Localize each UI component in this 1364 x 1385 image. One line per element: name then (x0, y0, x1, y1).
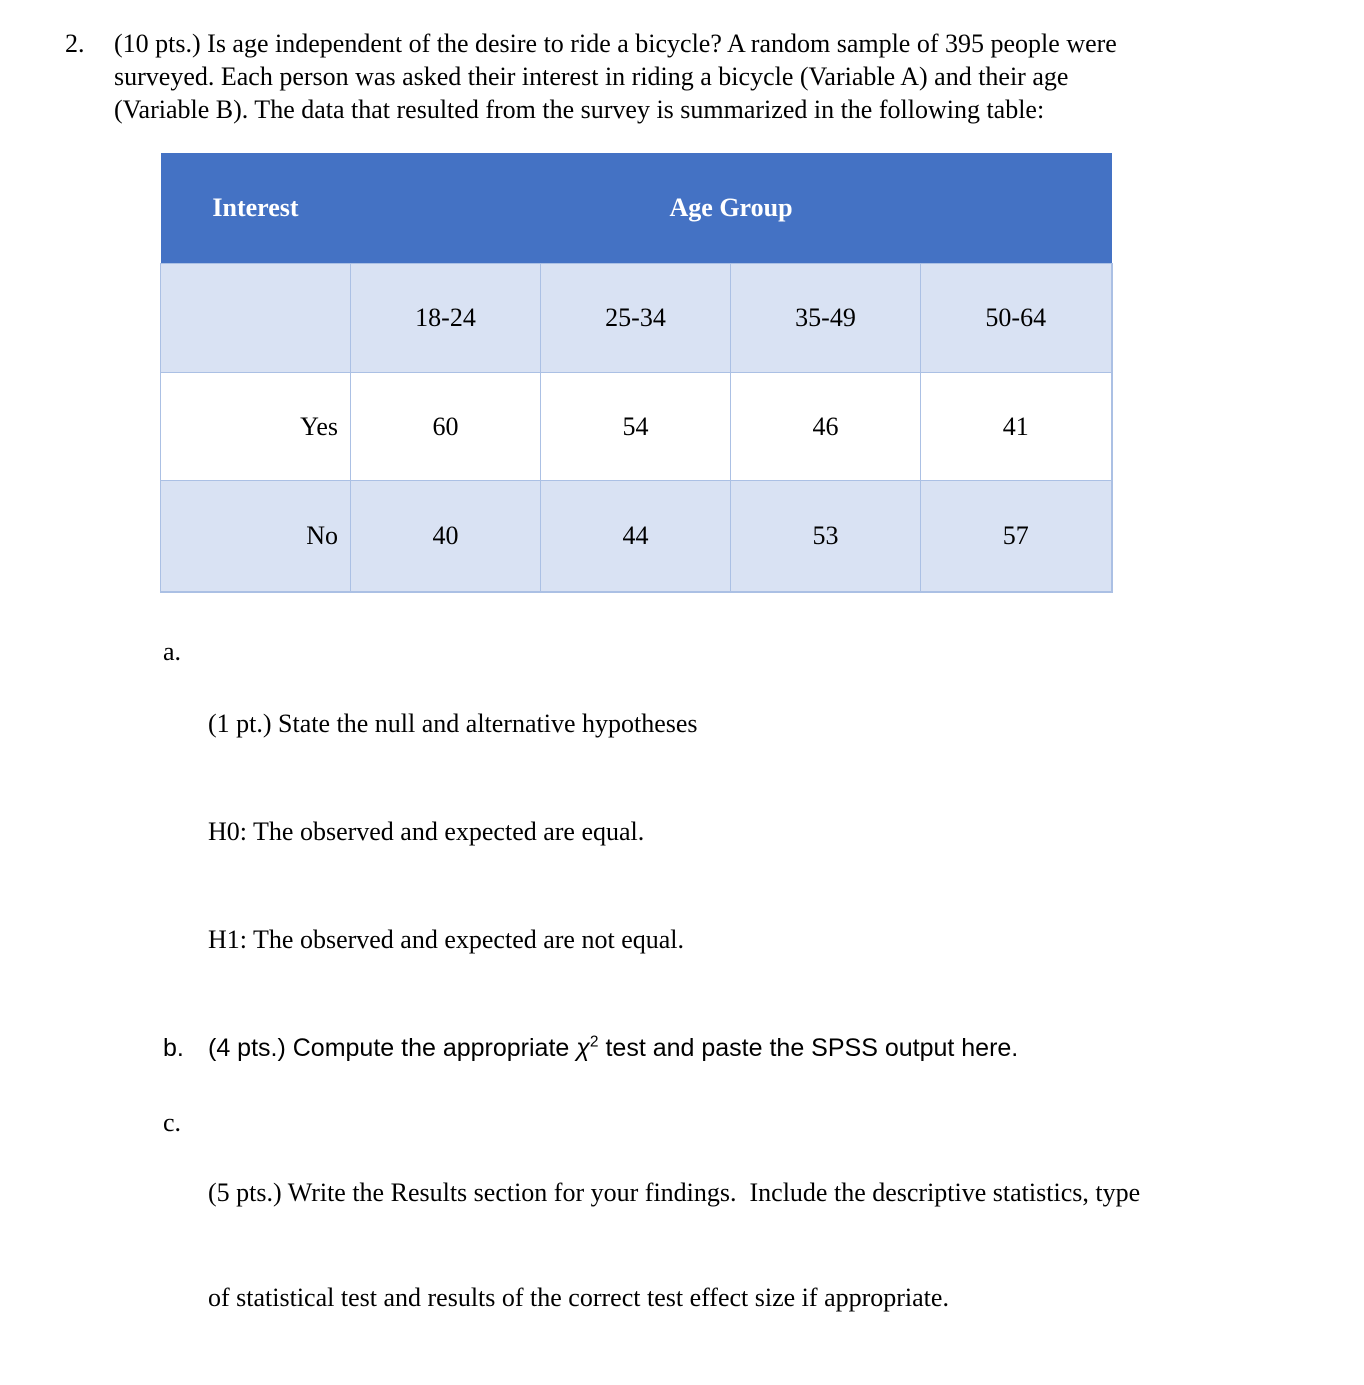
sub-question-b-text-after-chi: test and paste the SPSS output here. (598, 1034, 1019, 1062)
table-header-row: Interest Age Group (160, 153, 1112, 264)
sub-question-c-letter: c. (163, 1108, 182, 1137)
cell-no-18-24: 40 (350, 480, 541, 593)
cell-yes-35-49: 46 (730, 372, 921, 481)
question-line-1: (10 pts.) Is age independent of the desi… (114, 29, 1117, 58)
document-page: 2. (10 pts.) Is age independent of the d… (0, 27, 1364, 1385)
sub-question-c-content: (5 pts.) Write the Results section for y… (208, 1105, 1140, 1385)
sub-question-c: c. (5 pts.) Write the Results section fo… (163, 1105, 1364, 1385)
row-label-yes: Yes (160, 372, 351, 481)
sub-question-c-line-1: (5 pts.) Write the Results section for y… (208, 1178, 1141, 1207)
sub-question-a-prompt: (1 pt.) State the null and alternative h… (208, 709, 698, 738)
age-columns-row: 18-24 25-34 35-49 50-64 (160, 263, 1113, 373)
row-label-no: No (160, 480, 351, 593)
chi-exponent: 2 (589, 1033, 599, 1051)
age-column-50-64: 50-64 (919, 263, 1113, 373)
table-row-no: No 40 44 53 57 (160, 480, 1113, 593)
null-hypothesis-line: H0: The observed and expected are equal. (208, 817, 645, 846)
sub-question-b-letter: b. (163, 1034, 184, 1062)
cell-yes-50-64: 41 (919, 372, 1113, 481)
cell-yes-25-34: 54 (540, 372, 731, 481)
age-column-35-49: 35-49 (730, 263, 921, 373)
contingency-table: Interest Age Group 18-24 25-34 35-49 50-… (160, 153, 1113, 593)
question-2: 2. (10 pts.) Is age independent of the d… (65, 27, 1364, 126)
sub-question-b: b. (4 pts.) Compute the appropriate χ2 t… (163, 1030, 1364, 1066)
age-column-25-34: 25-34 (540, 263, 731, 373)
question-line-3: (Variable B). The data that resulted fro… (114, 95, 1045, 124)
cell-no-50-64: 57 (919, 480, 1113, 593)
header-cell-age-group: Age Group (350, 153, 1112, 264)
header-cell-interest: Interest (160, 153, 351, 264)
cell-no-25-34: 44 (540, 480, 731, 593)
alternative-hypothesis-line: H1: The observed and expected are not eq… (208, 925, 684, 954)
question-line-2: surveyed. Each person was asked their in… (114, 62, 1069, 91)
sub-questions: a. (1 pt.) State the null and alternativ… (163, 634, 1364, 1385)
question-number: 2. (65, 29, 85, 58)
sub-question-a: a. (1 pt.) State the null and alternativ… (163, 634, 1364, 1030)
table-row-yes: Yes 60 54 46 41 (160, 372, 1113, 481)
sub-question-b-content: (4 pts.) Compute the appropriate χ2 test… (208, 1030, 1018, 1066)
sub-question-b-text-before-chi: (4 pts.) Compute the appropriate (208, 1034, 577, 1062)
cell-yes-18-24: 60 (350, 372, 541, 481)
empty-corner-cell (160, 263, 351, 373)
sub-question-a-content: (1 pt.) State the null and alternative h… (208, 634, 698, 1030)
cell-no-35-49: 53 (730, 480, 921, 593)
chi-symbol: χ (576, 1034, 590, 1062)
sub-question-c-line-2: of statistical test and results of the c… (208, 1283, 949, 1312)
question-text: (10 pts.) Is age independent of the desi… (114, 27, 1264, 126)
age-column-18-24: 18-24 (350, 263, 541, 373)
sub-question-a-letter: a. (163, 637, 182, 666)
